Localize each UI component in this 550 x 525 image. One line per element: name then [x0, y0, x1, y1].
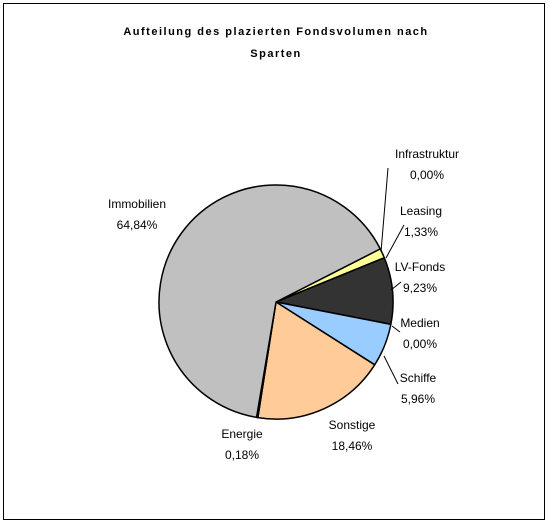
- leader-line: [380, 167, 389, 253]
- slice-value-label: 0,00%: [410, 168, 444, 182]
- slice-label: Medien: [400, 316, 439, 330]
- pie-slice: [257, 301, 376, 420]
- pie-slice: [158, 184, 381, 419]
- slice-value-label: 0,18%: [225, 448, 259, 462]
- slice-label: Leasing: [400, 204, 442, 218]
- leader-line: [391, 325, 401, 333]
- chart-title: Aufteilung des plazierten Fondsvolumen n…: [123, 26, 428, 38]
- slice-value-label: 64,84%: [117, 218, 158, 232]
- slice-value-label: 18,46%: [332, 439, 373, 453]
- leader-line: [385, 224, 405, 259]
- slice-label: LV-Fonds: [395, 260, 445, 274]
- slice-label: Infrastruktur: [395, 147, 459, 161]
- slice-value-label: 0,00%: [403, 337, 437, 351]
- slice-label: Schiffe: [400, 371, 437, 385]
- leader-line: [383, 355, 399, 385]
- slice-value-label: 5,96%: [401, 392, 435, 406]
- slice-label: Immobilien: [108, 197, 166, 211]
- slice-label: Energie: [221, 427, 263, 441]
- slice-value-label: 1,33%: [404, 225, 438, 239]
- chart-title: Sparten: [250, 48, 301, 60]
- leader-line: [390, 281, 402, 291]
- slice-label: Sonstige: [329, 418, 376, 432]
- slice-value-label: 9,23%: [403, 281, 437, 295]
